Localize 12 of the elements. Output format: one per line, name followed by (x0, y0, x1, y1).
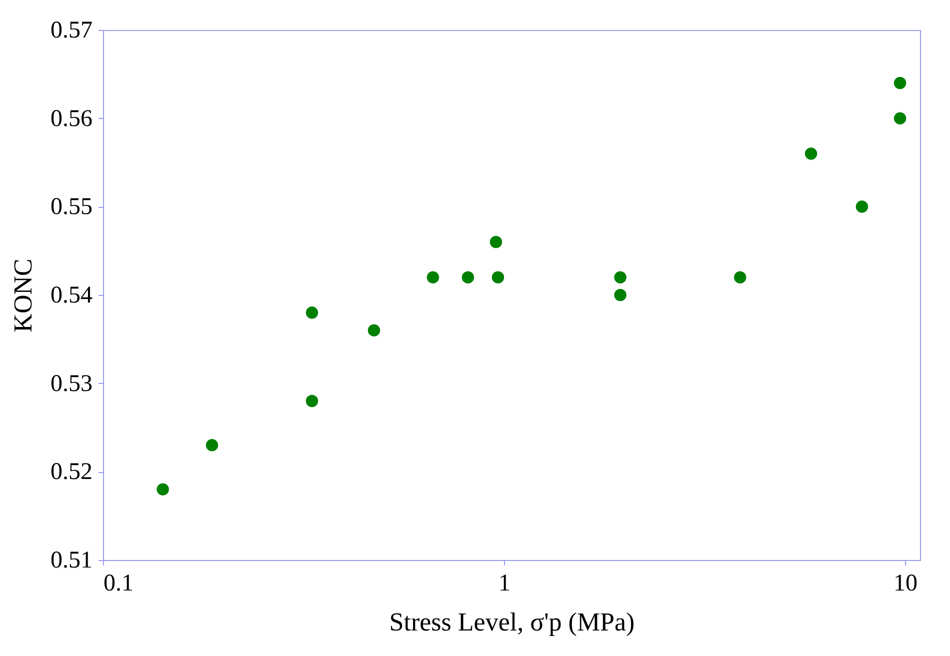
x-axis-title: Stress Level, σ'p (MPa) (389, 608, 635, 636)
y-tick-label: 0.53 (50, 370, 92, 397)
y-tick-label: 0.57 (50, 18, 92, 44)
x-tick-label: 0.1 (104, 570, 134, 596)
y-tick-label: 0.56 (50, 106, 92, 132)
y-tick-label: 0.54 (50, 282, 92, 308)
y-tick-label: 0.55 (50, 194, 92, 220)
y-axis-title: KONC (8, 258, 38, 332)
x-tick-label: 10 (893, 570, 918, 596)
y-tick-label: 0.52 (50, 459, 92, 486)
x-tick-label: 1 (498, 570, 510, 596)
y-tick-label: 0.51 (50, 548, 92, 574)
